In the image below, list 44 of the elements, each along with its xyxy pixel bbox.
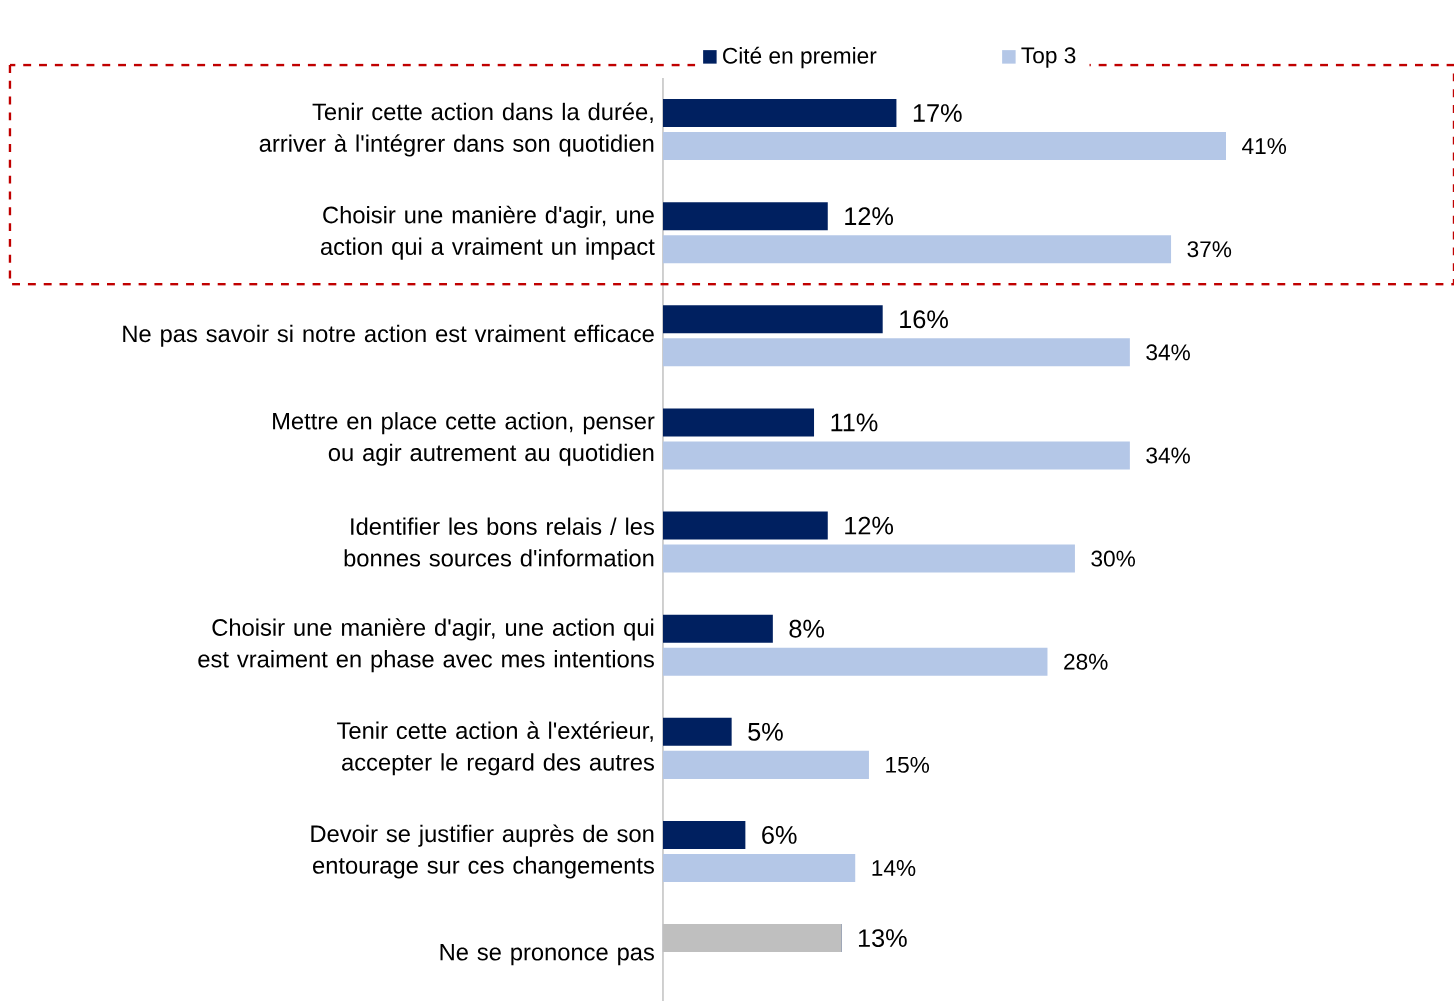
bar bbox=[662, 408, 815, 437]
bar bbox=[662, 511, 828, 540]
data-label: 34% bbox=[1146, 344, 1190, 361]
data-label: 34% bbox=[1146, 447, 1190, 464]
y-tick-label: Ne se prononce pas bbox=[440, 943, 654, 966]
data-label: 30% bbox=[1091, 550, 1136, 567]
bar bbox=[662, 132, 1226, 161]
data-label: 16% bbox=[900, 310, 948, 329]
y-tick-label: Tenir cette action à l'extérieur, accepter le regard des autres bbox=[337, 721, 654, 776]
bar bbox=[662, 750, 869, 779]
bar bbox=[662, 338, 1130, 367]
data-label: 6% bbox=[762, 826, 797, 844]
bar bbox=[662, 717, 732, 746]
bar bbox=[662, 305, 883, 334]
data-label: 17% bbox=[913, 104, 962, 122]
data-label: 12% bbox=[845, 516, 894, 535]
data-label: 12% bbox=[845, 207, 894, 226]
bar bbox=[662, 99, 897, 128]
data-label: 41% bbox=[1242, 138, 1287, 154]
y-tick-label: Identifier les bons relais / les bonnes sources d'information bbox=[344, 517, 654, 567]
bar bbox=[662, 202, 828, 231]
y-tick-label: Mettre en place cette action, penser ou agir autrement au quotidien bbox=[273, 412, 655, 466]
y-tick-label: Tenir cette action dans la durée, arriver à l'intégrer dans son quotidien bbox=[259, 102, 654, 157]
bar bbox=[662, 647, 1048, 676]
data-label: 37% bbox=[1187, 241, 1232, 258]
bar bbox=[662, 614, 773, 643]
data-label: 28% bbox=[1064, 653, 1108, 670]
y-tick-label: Devoir se justifier auprès de son entourage sur ces changements bbox=[311, 824, 654, 879]
bar bbox=[662, 235, 1172, 264]
bar bbox=[662, 853, 856, 883]
data-label: 5% bbox=[748, 722, 783, 741]
y-tick-label: Choisir une manière d'agir, une action qui est vraiment en phase avec mes intentions bbox=[198, 618, 654, 673]
data-label: 15% bbox=[886, 756, 930, 773]
y-tick-label: Choisir une manière d'agir, une action qui a vraiment un impact bbox=[320, 205, 655, 260]
data-label: 8% bbox=[789, 619, 825, 638]
legend-label: Top 3 bbox=[1021, 47, 1076, 68]
bar bbox=[662, 544, 1075, 573]
data-label: 11% bbox=[831, 413, 878, 432]
bar bbox=[662, 820, 746, 849]
bar bbox=[662, 441, 1130, 470]
legend-label: Cité en premier bbox=[723, 46, 877, 69]
data-label: 13% bbox=[858, 929, 907, 948]
data-label: 14% bbox=[872, 860, 916, 876]
y-tick-label: Ne pas savoir si notre action est vraiment efficace bbox=[123, 324, 654, 347]
